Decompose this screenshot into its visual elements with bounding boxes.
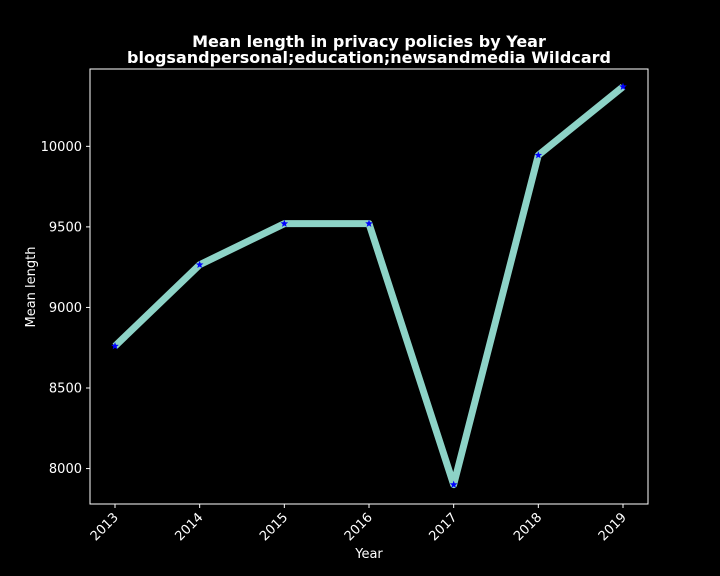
chart-title-line-2: blogsandpersonal;education;newsandmedia … [127,48,611,67]
data-point-marker [365,219,373,227]
chart-title-line-1: Mean length in privacy policies by Year [192,32,546,51]
y-tick-label: 9500 [49,220,82,235]
y-tick-label: 8000 [49,462,82,477]
x-axis-label: Year [354,547,383,562]
y-axis-ticks: 8000 8500 9000 9500 10000 [41,140,90,477]
data-point-marker [195,260,204,268]
y-tick-label: 10000 [41,140,82,155]
data-point-marker [619,82,627,90]
y-tick-label: 8500 [49,382,82,397]
data-point-marker [534,151,543,159]
y-axis-label: Mean length [24,247,39,328]
y-tick-label: 9000 [49,301,82,316]
data-point-marker [449,480,458,488]
data-point-marker [111,342,119,350]
data-point-marker [280,219,289,227]
